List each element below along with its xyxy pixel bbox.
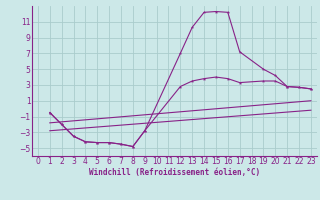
X-axis label: Windchill (Refroidissement éolien,°C): Windchill (Refroidissement éolien,°C) [89,168,260,177]
